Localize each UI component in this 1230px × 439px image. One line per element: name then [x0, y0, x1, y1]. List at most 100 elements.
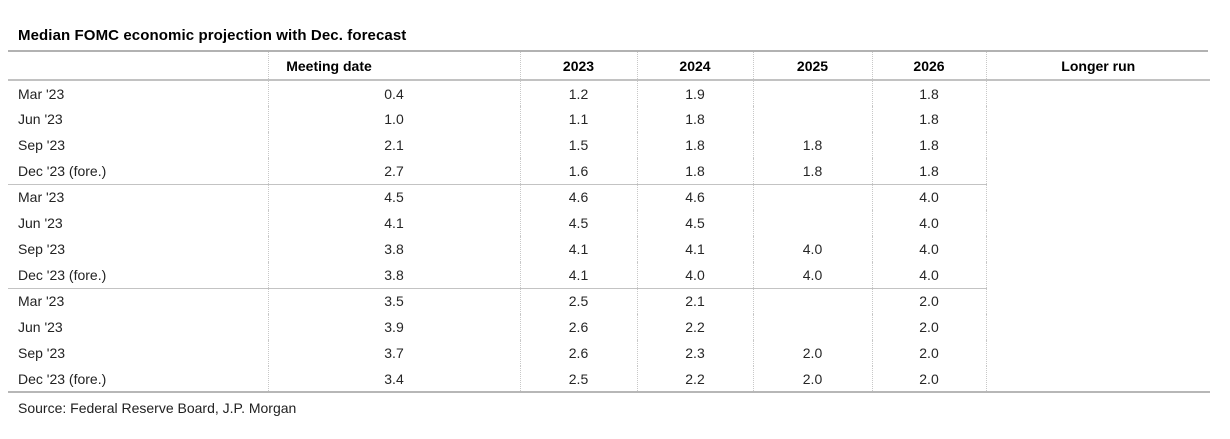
- value-cell: 4.6: [519, 183, 637, 210]
- value-cell: [985, 262, 1210, 288]
- value-cell: 1.8: [636, 158, 753, 184]
- value-cell: 1.5: [519, 132, 637, 158]
- table-row: Jun '23 1.0 1.1 1.8 1.8: [8, 106, 1210, 132]
- value-cell: 3.7: [267, 340, 520, 366]
- value-cell: 4.5: [519, 210, 637, 236]
- table-row: Jun '23 4.1 4.5 4.5 4.0: [8, 210, 1210, 236]
- value-cell: [985, 366, 1210, 392]
- value-cell: 2.5: [519, 366, 637, 392]
- row-label: Dec '23 (fore.): [18, 370, 107, 387]
- value-cell: 3.9: [267, 314, 520, 340]
- column-header-2026: 2026: [871, 52, 986, 81]
- value-cell: 4.0: [636, 262, 753, 288]
- value-cell: 2.0: [752, 340, 872, 366]
- column-header-blank: [8, 52, 268, 81]
- value-cell: 2.7: [267, 158, 520, 184]
- value-cell: [985, 132, 1210, 158]
- value-cell: 4.5: [267, 183, 520, 210]
- value-cell: [985, 236, 1210, 262]
- row-label: Mar '23: [18, 85, 65, 102]
- value-cell: 3.4: [267, 366, 520, 392]
- value-cell: [985, 184, 1210, 210]
- value-cell: 2.5: [519, 287, 637, 314]
- value-cell: [985, 314, 1210, 340]
- value-cell: 2.1: [267, 132, 520, 158]
- row-label: Mar '23: [8, 183, 268, 210]
- column-header-meeting-date: Meeting date: [267, 52, 520, 81]
- table-row: Dec '23 (fore.) 2.7 1.6 1.8 1.8 1.8: [8, 158, 1210, 184]
- column-header-2023: 2023: [519, 52, 637, 81]
- row-label: Sep '23: [18, 137, 66, 153]
- value-cell: 2.0: [871, 314, 986, 340]
- value-cell: 4.0: [752, 262, 872, 288]
- value-cell: 4.0: [871, 262, 986, 288]
- header-row: Meeting date 2023 2024 2025 2026 Longer …: [8, 52, 1210, 81]
- value-cell: 1.8: [871, 106, 986, 132]
- value-cell: 1.6: [519, 158, 637, 184]
- value-cell: 4.0: [871, 236, 986, 262]
- table-row: Dec '23 (fore.) 3.4 2.5 2.2 2.0 2.0: [8, 366, 1210, 392]
- value-cell: 1.8: [871, 132, 986, 158]
- value-cell: 2.2: [636, 366, 753, 392]
- value-cell: 3.8: [267, 262, 520, 288]
- value-cell: 4.0: [871, 210, 986, 236]
- value-cell: 2.6: [519, 340, 637, 366]
- value-cell: [985, 106, 1210, 132]
- value-cell: 2.2: [636, 314, 753, 340]
- row-label: Jun '23: [18, 215, 63, 231]
- value-cell: 4.0: [871, 183, 986, 210]
- value-cell: 1.8: [752, 132, 872, 158]
- value-cell: 2.6: [519, 314, 637, 340]
- value-cell: 4.1: [267, 210, 520, 236]
- column-header-2024: 2024: [636, 52, 753, 81]
- table-row: Mar '23 3.5 2.5 2.1 2.0: [8, 287, 1210, 314]
- row-label: Dec '23 (fore.): [18, 266, 107, 283]
- value-cell: 1.8: [752, 158, 872, 184]
- value-cell: 1.1: [519, 106, 637, 132]
- value-cell: 1.9: [636, 80, 753, 106]
- column-header-longer-run: Longer run: [985, 52, 1210, 81]
- value-cell: 1.8: [871, 158, 986, 184]
- value-cell: 1.2: [519, 80, 637, 106]
- value-cell: 4.1: [636, 236, 753, 262]
- value-cell: [985, 210, 1210, 236]
- value-cell: 2.1: [636, 287, 753, 314]
- value-cell: [985, 80, 1210, 106]
- value-cell: 4.1: [519, 262, 637, 288]
- value-cell: 2.0: [871, 340, 986, 366]
- source-note: Source: Federal Reserve Board, J.P. Morg…: [18, 400, 297, 416]
- table-row: Mar '23 0.4 1.2 1.9 1.8: [8, 80, 1210, 106]
- value-cell: 3.5: [267, 287, 520, 314]
- value-cell: 1.8: [636, 106, 753, 132]
- table-row: Sep '23 3.7 2.6 2.3 2.0 2.0: [8, 340, 1210, 366]
- value-cell: [752, 287, 872, 314]
- value-cell: [985, 340, 1210, 366]
- value-cell: 4.1: [519, 236, 637, 262]
- table-row: Sep '23 3.8 4.1 4.1 4.0 4.0: [8, 236, 1210, 262]
- value-cell: 4.0: [752, 236, 872, 262]
- value-cell: [752, 80, 872, 106]
- table-row: Dec '23 (fore.) 3.8 4.1 4.0 4.0 4.0: [8, 262, 1210, 288]
- value-cell: 1.8: [636, 132, 753, 158]
- value-cell: 1.8: [871, 80, 986, 106]
- value-cell: [752, 210, 872, 236]
- value-cell: [752, 183, 872, 210]
- row-label: Sep '23: [18, 241, 66, 257]
- row-label: Jun '23: [18, 319, 63, 335]
- value-cell: 1.0: [267, 106, 520, 132]
- value-cell: 2.3: [636, 340, 753, 366]
- value-cell: [985, 288, 1210, 314]
- value-cell: 3.8: [267, 236, 520, 262]
- value-cell: 4.5: [636, 210, 753, 236]
- value-cell: [752, 106, 872, 132]
- value-cell: [985, 158, 1210, 184]
- value-cell: 2.0: [871, 287, 986, 314]
- value-cell: 2.0: [871, 366, 986, 392]
- column-header-2025: 2025: [752, 52, 872, 81]
- value-cell: 4.6: [636, 183, 753, 210]
- value-cell: 0.4: [267, 80, 520, 106]
- table-body: Mar '23 0.4 1.2 1.9 1.8 Jun '23 1.0 1.1 1.8 1.8 Se…: [8, 80, 1210, 392]
- row-label: Sep '23: [18, 345, 66, 361]
- row-label: Mar '23: [8, 287, 268, 314]
